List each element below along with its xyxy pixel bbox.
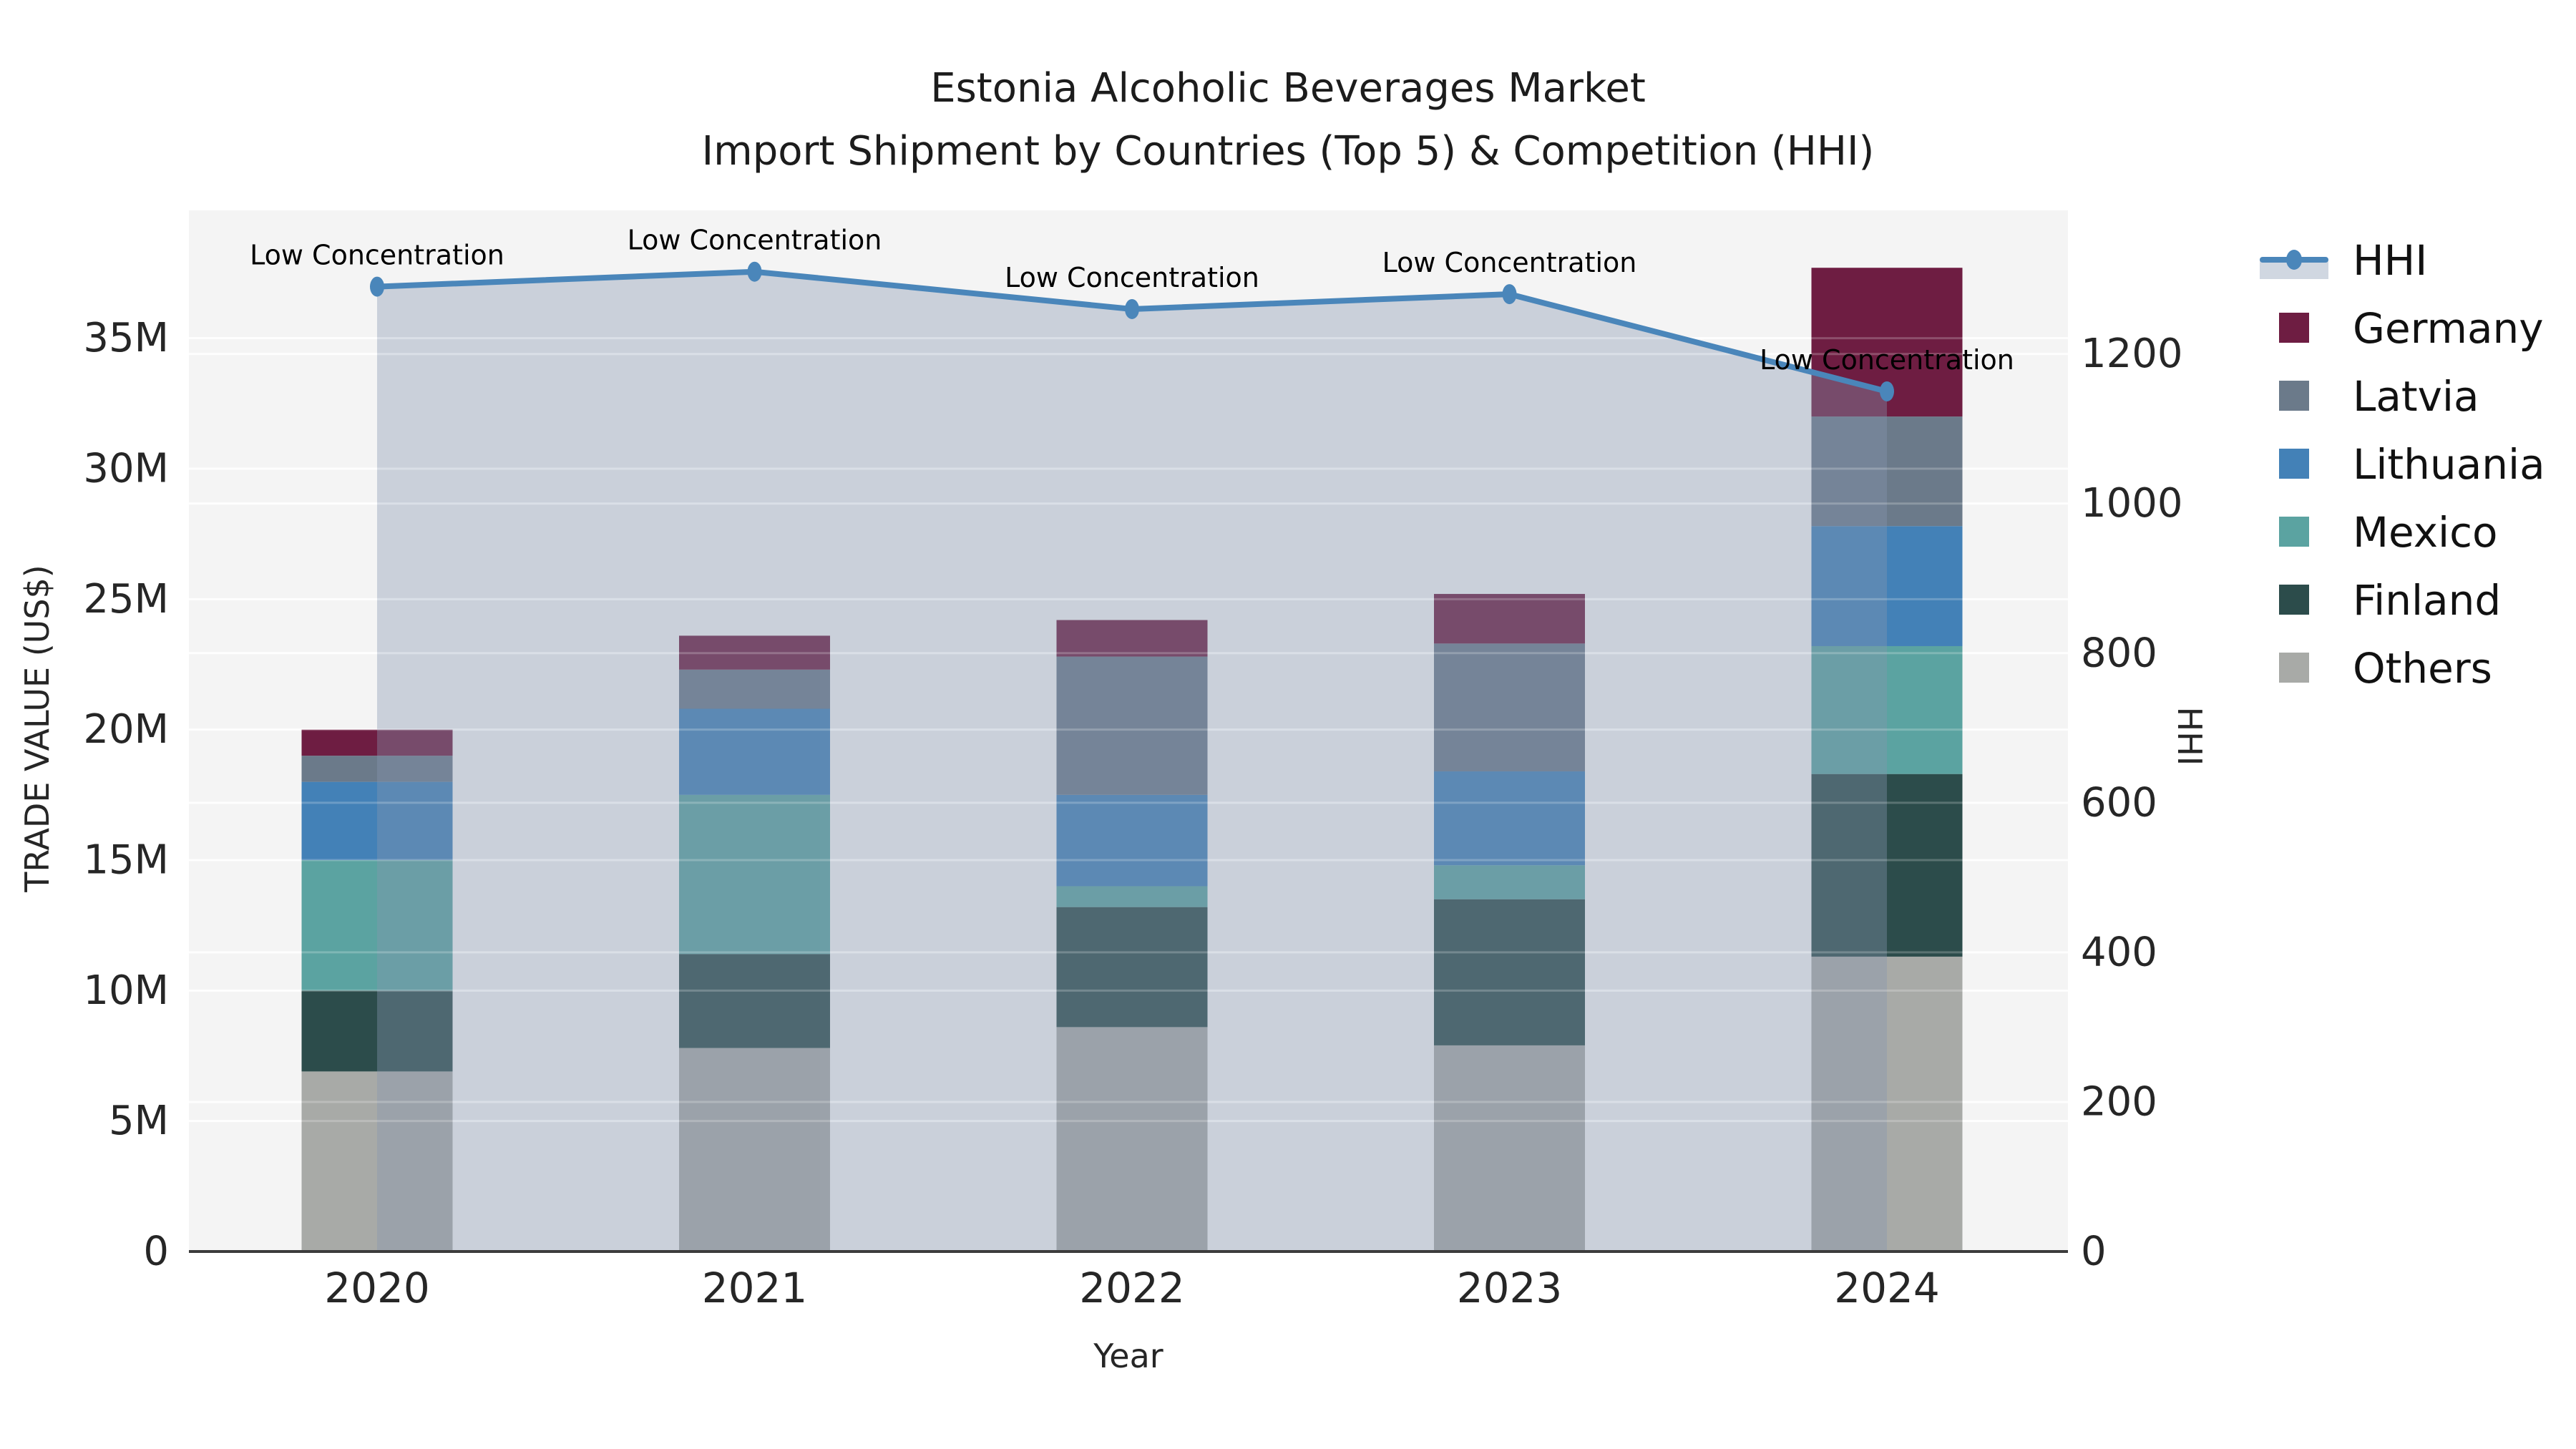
legend-item-finland: Finland: [2260, 566, 2545, 634]
legend-label: Finland: [2353, 575, 2502, 625]
y-right-tick-label: 200: [2081, 1078, 2157, 1125]
legend-item-others: Others: [2260, 634, 2545, 702]
y-left-tick-label: 35M: [83, 315, 169, 361]
hhi-area-fill: [377, 271, 1887, 1252]
bar-segment-lithuania-2024: [1811, 526, 1963, 646]
x-axis-title: Year: [1093, 1337, 1163, 1375]
chart-title-line1: Estonia Alcoholic Beverages Market: [930, 65, 1646, 112]
bar-segment-lithuania-2023: [1434, 771, 1585, 866]
hhi-marker-icon: [2286, 250, 2302, 270]
bar-segment-finland-2021: [679, 954, 830, 1048]
x-tick-label: 2021: [702, 1264, 808, 1312]
bar-segment-mexico-2020: [301, 860, 453, 991]
bar-segment-latvia-2023: [1434, 643, 1585, 772]
bar-segment-finland-2023: [1434, 899, 1585, 1045]
bar-segment-lithuania-2020: [301, 781, 453, 861]
bar-segment-others-2023: [1434, 1045, 1585, 1252]
bar-segment-lithuania-2022: [1056, 794, 1208, 887]
others-swatch-icon: [2279, 653, 2309, 683]
x-tick-label: 2023: [1457, 1264, 1563, 1312]
germany-swatch-icon: [2279, 313, 2309, 343]
y-left-tick-label: 30M: [83, 446, 169, 492]
bar-segment-germany-2022: [1056, 620, 1208, 657]
annotation-2023: Low Concentration: [1382, 247, 1637, 278]
bar-segment-mexico-2024: [1811, 645, 1963, 774]
bar-segment-mexico-2022: [1056, 886, 1208, 907]
bar-segment-latvia-2022: [1056, 656, 1208, 795]
legend-label: Others: [2353, 643, 2492, 693]
y-right-tick-label: 1000: [2081, 480, 2183, 527]
annotation-2020: Low Concentration: [250, 240, 504, 271]
bar-segment-germany-2020: [301, 729, 453, 756]
legend-label: Germany: [2353, 303, 2544, 353]
bar-segment-latvia-2020: [301, 756, 453, 782]
finland-swatch-icon: [2279, 585, 2309, 615]
annotation-2022: Low Concentration: [1005, 262, 1259, 293]
legend-item-mexico: Mexico: [2260, 498, 2545, 566]
bar-segment-others-2020: [301, 1071, 453, 1252]
hhi-line-icon: [2260, 226, 2328, 294]
legend: HHI Germany Latvia Lithuania Mexico Finl…: [2260, 226, 2545, 702]
y-right-tick-label: 1200: [2081, 331, 2183, 377]
x-tick-label: 2022: [1079, 1264, 1185, 1312]
bar-segment-others-2022: [1056, 1027, 1208, 1252]
hhi-marker-2022: [1125, 298, 1139, 319]
legend-item-latvia: Latvia: [2260, 362, 2545, 430]
bar-segment-mexico-2021: [679, 794, 830, 955]
y-left-tick-label: 15M: [83, 837, 169, 884]
bar-segment-others-2024: [1811, 956, 1963, 1252]
hhi-marker-2024: [1880, 381, 1894, 401]
legend-label: HHI: [2353, 235, 2428, 285]
bar-segment-others-2021: [679, 1048, 830, 1252]
bar-segment-finland-2024: [1811, 774, 1963, 957]
y-left-tick-label: 0: [143, 1229, 169, 1275]
hhi-marker-2020: [370, 276, 384, 297]
y-left-tick-label: 5M: [109, 1098, 169, 1144]
bar-segment-germany-2023: [1434, 594, 1585, 644]
y-left-tick-label: 25M: [83, 576, 169, 623]
y-right-tick-label: 400: [2081, 929, 2157, 975]
bar-segment-mexico-2023: [1434, 865, 1585, 899]
legend-item-germany: Germany: [2260, 294, 2545, 362]
legend-item-hhi: HHI: [2260, 226, 2545, 294]
bar-segment-lithuania-2021: [679, 708, 830, 795]
y-left-tick-label: 20M: [83, 706, 169, 753]
y-axis-left-title: TRADE VALUE (US$): [18, 565, 57, 892]
annotation-2024: Low Concentration: [1760, 344, 2014, 376]
hhi-marker-2021: [747, 261, 762, 282]
y-right-tick-label: 600: [2081, 779, 2157, 826]
bar-segment-finland-2022: [1056, 907, 1208, 1028]
legend-label: Latvia: [2353, 371, 2479, 421]
latvia-swatch-icon: [2279, 381, 2309, 411]
x-tick-label: 2020: [324, 1264, 430, 1312]
hhi-marker-2023: [1502, 284, 1517, 305]
bar-segment-latvia-2024: [1811, 416, 1963, 527]
y-right-tick-label: 0: [2081, 1229, 2107, 1275]
legend-item-lithuania: Lithuania: [2260, 430, 2545, 498]
bar-segment-germany-2021: [679, 635, 830, 670]
y-right-tick-label: 800: [2081, 630, 2157, 676]
y-left-tick-label: 10M: [83, 967, 169, 1014]
x-tick-label: 2024: [1834, 1264, 1940, 1312]
bar-segment-latvia-2021: [679, 669, 830, 709]
legend-label: Lithuania: [2353, 439, 2545, 489]
y-axis-right-title: HHI: [2170, 706, 2209, 766]
mexico-swatch-icon: [2279, 517, 2309, 547]
chart-title-line2: Import Shipment by Countries (Top 5) & C…: [701, 128, 1875, 175]
bar-segment-finland-2020: [301, 990, 453, 1072]
lithuania-swatch-icon: [2279, 449, 2309, 479]
legend-label: Mexico: [2353, 507, 2498, 557]
annotation-2021: Low Concentration: [628, 225, 882, 256]
